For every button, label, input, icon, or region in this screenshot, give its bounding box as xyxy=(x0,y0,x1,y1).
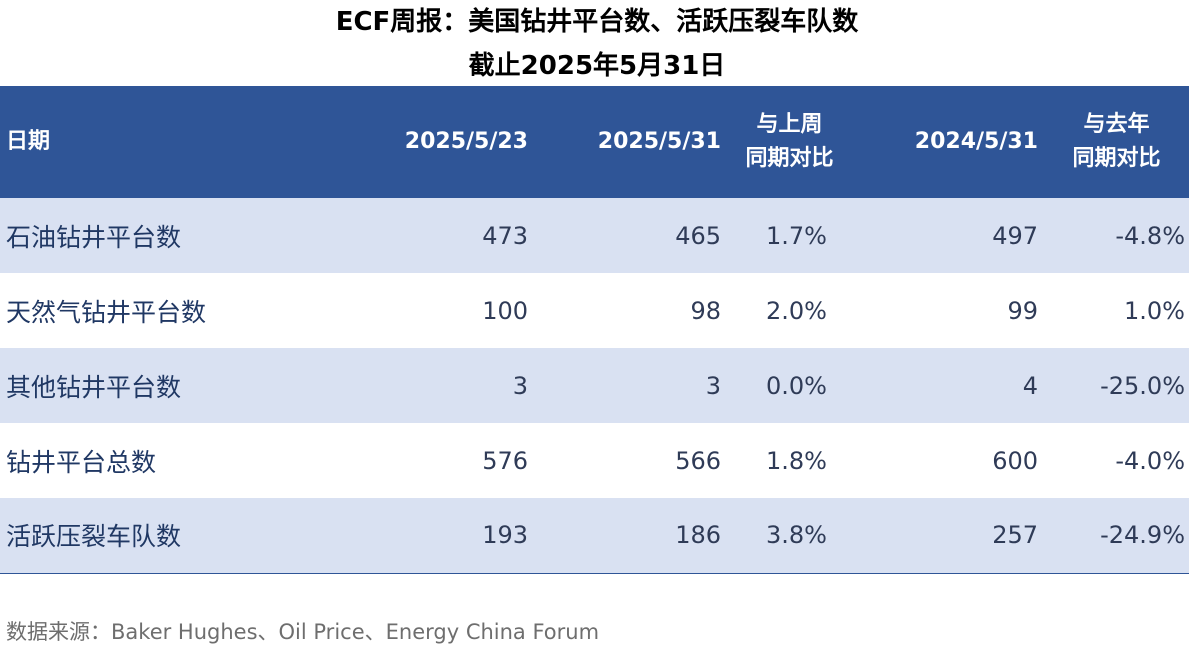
cell-current: 3 xyxy=(705,371,721,400)
table-row: 活跃压裂车队数 193 186 3.8% 257 -24.9% xyxy=(0,498,1189,574)
table-row: 天然气钻井平台数 100 98 2.0% 99 1.0% xyxy=(0,273,1189,348)
cell-prev-week: 576 xyxy=(482,446,528,475)
cell-last-year: 99 xyxy=(1007,296,1038,325)
row-label: 其他钻井平台数 xyxy=(6,372,182,402)
header-wow-line1: 与上周 xyxy=(756,112,823,137)
row-label: 天然气钻井平台数 xyxy=(6,297,207,327)
cell-wow: 2.0% xyxy=(766,296,827,325)
header-last-year: 2024/5/31 xyxy=(914,129,1038,154)
cell-current: 566 xyxy=(675,446,721,475)
cell-wow: 0.0% xyxy=(766,371,827,400)
cell-yoy: -4.8% xyxy=(1115,221,1185,250)
row-label: 石油钻井平台数 xyxy=(6,222,182,252)
rig-count-table: 日期 2025/5/23 2025/5/31 与上周 同期对比 2024/5/3… xyxy=(0,86,1189,574)
table-title: ECF周报：美国钻井平台数、活跃压裂车队数 xyxy=(335,7,859,37)
table-row: 石油钻井平台数 473 465 1.7% 497 -4.8% xyxy=(0,198,1189,273)
cell-prev-week: 3 xyxy=(512,371,528,400)
cell-prev-week: 193 xyxy=(296,498,532,574)
cell-yoy: -25.0% xyxy=(1100,371,1185,400)
header-yoy-line1: 与去年 xyxy=(1083,112,1150,137)
cell-last-year: 600 xyxy=(992,446,1038,475)
cell-current: 186 xyxy=(532,498,725,574)
cell-wow: 1.7% xyxy=(766,221,827,250)
row-label: 活跃压裂车队数 xyxy=(0,498,296,574)
cell-last-year: 497 xyxy=(992,221,1038,250)
header-wow-line2: 同期对比 xyxy=(745,146,834,171)
cell-wow: 3.8% xyxy=(725,498,852,574)
header-current-week: 2025/5/31 xyxy=(597,129,721,154)
cell-yoy: 1.0% xyxy=(1124,296,1185,325)
data-source-note: 数据来源：Baker Hughes、Oil Price、Energy China… xyxy=(6,620,600,644)
header-wow-change: 与上周 同期对比 xyxy=(725,86,852,198)
table-row: 钻井平台总数 576 566 1.8% 600 -4.0% xyxy=(0,423,1189,498)
cell-yoy: -24.9% xyxy=(1042,498,1189,574)
cell-yoy: -4.0% xyxy=(1115,446,1185,475)
header-prev-week: 2025/5/23 xyxy=(404,129,528,154)
header-yoy-change: 与去年 同期对比 xyxy=(1042,86,1189,198)
table-header-row: 日期 2025/5/23 2025/5/31 与上周 同期对比 2024/5/3… xyxy=(0,86,1189,198)
header-yoy-line2: 同期对比 xyxy=(1072,146,1161,171)
cell-prev-week: 100 xyxy=(482,296,528,325)
cell-last-year: 257 xyxy=(852,498,1042,574)
cell-prev-week: 473 xyxy=(482,221,528,250)
cell-wow: 1.8% xyxy=(766,446,827,475)
table-subtitle: 截止2025年5月31日 xyxy=(468,51,726,81)
row-label: 钻井平台总数 xyxy=(6,447,157,477)
table-row: 其他钻井平台数 3 3 0.0% 4 -25.0% xyxy=(0,348,1189,423)
header-date-label: 日期 xyxy=(6,129,51,154)
cell-last-year: 4 xyxy=(1022,371,1038,400)
cell-current: 98 xyxy=(690,296,721,325)
cell-current: 465 xyxy=(675,221,721,250)
